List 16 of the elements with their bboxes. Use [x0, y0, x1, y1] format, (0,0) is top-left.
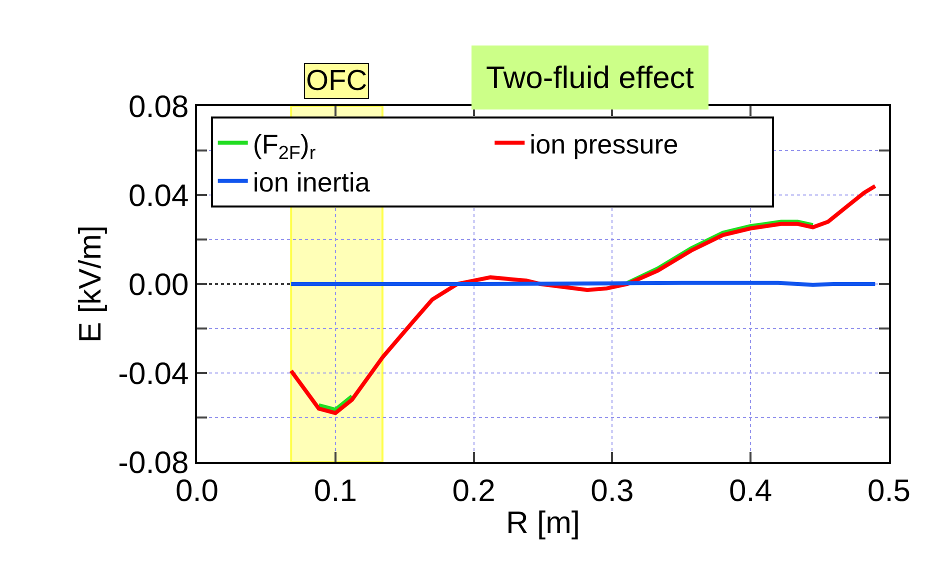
x-tick-label: 0.2	[452, 473, 496, 508]
y-tick-label: 0.04	[128, 178, 189, 213]
x-tick-label: 0.5	[867, 473, 911, 508]
legend-label: ion inertia	[252, 167, 371, 198]
text: Two-fluid effect	[486, 60, 694, 95]
y-tick-label: -0.04	[118, 356, 189, 391]
y-tick-label: 0.00	[128, 266, 189, 302]
x-axis-title: R [m]	[506, 504, 580, 540]
y-tick-label: 0.08	[128, 88, 189, 124]
x-tick-label: 0.3	[590, 473, 634, 508]
legend-label: ion pressure	[530, 129, 678, 160]
band-label: OFC	[306, 65, 368, 97]
x-tick-label: 0.4	[729, 473, 772, 508]
legend-label: (F$_{2F}$)$_{r}$	[252, 129, 316, 164]
y-axis-title: E [kV/m]	[72, 225, 108, 343]
x-tick-label: 0.1	[314, 473, 357, 508]
